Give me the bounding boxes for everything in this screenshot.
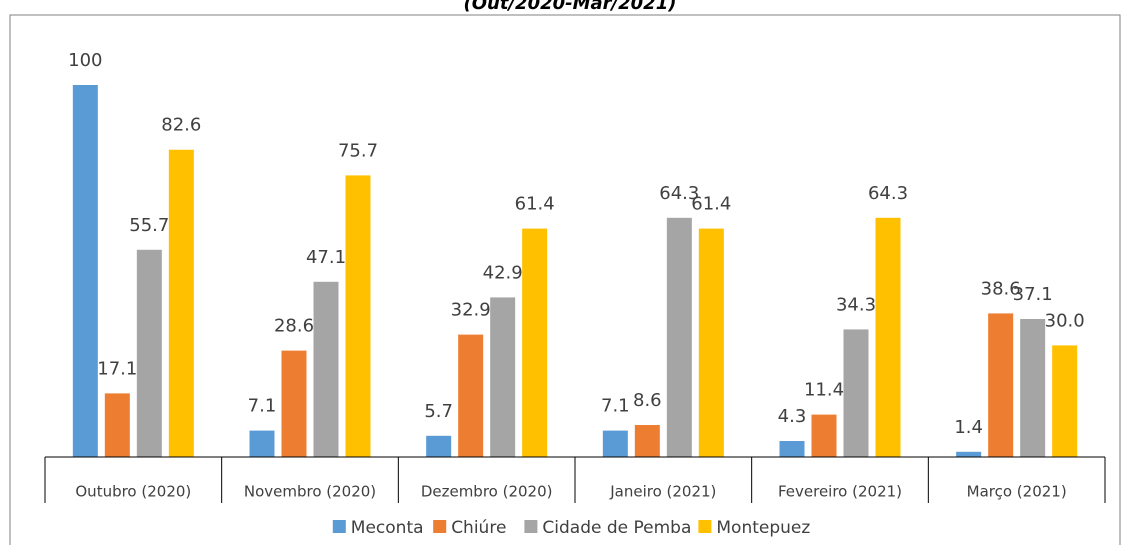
bar bbox=[956, 451, 982, 457]
data-label: 37.1 bbox=[1013, 284, 1053, 305]
data-label: 47.1 bbox=[306, 247, 346, 268]
bar bbox=[490, 297, 516, 457]
legend-label: Chiúre bbox=[451, 518, 506, 538]
data-label: 7.1 bbox=[248, 396, 277, 417]
bar bbox=[168, 149, 194, 457]
bar bbox=[104, 393, 130, 457]
legend-label: Montepuez bbox=[716, 518, 810, 538]
data-label: 4.3 bbox=[778, 406, 807, 427]
x-tick-label: Novembro (2020) bbox=[244, 483, 376, 501]
bar bbox=[843, 329, 869, 457]
x-tick-label: Outubro (2020) bbox=[75, 483, 191, 501]
data-label: 75.7 bbox=[338, 140, 378, 161]
data-label: 61.4 bbox=[515, 194, 555, 215]
bar bbox=[72, 85, 98, 457]
x-tick-label: Fevereiro (2021) bbox=[778, 483, 902, 501]
bar bbox=[811, 414, 837, 457]
data-label: 55.7 bbox=[129, 215, 169, 236]
data-label: 32.9 bbox=[451, 300, 491, 321]
x-tick-label: Dezembro (2020) bbox=[421, 483, 553, 501]
bar bbox=[875, 217, 901, 457]
bar bbox=[136, 249, 162, 457]
data-label: 5.7 bbox=[424, 401, 453, 422]
bar bbox=[522, 228, 548, 457]
data-label: 8.6 bbox=[633, 390, 662, 411]
x-tick-label: Janeiro (2021) bbox=[609, 483, 716, 501]
bar bbox=[1020, 318, 1046, 457]
data-label: 30.0 bbox=[1045, 310, 1085, 331]
data-label: 28.6 bbox=[274, 316, 314, 337]
data-label: 34.3 bbox=[836, 294, 876, 315]
data-label: 82.6 bbox=[161, 115, 201, 136]
bar bbox=[345, 175, 371, 457]
data-label: 7.1 bbox=[601, 396, 630, 417]
bar bbox=[426, 435, 452, 457]
legend-swatch bbox=[433, 520, 447, 533]
legend-label: Cidade de Pemba bbox=[542, 518, 691, 538]
bar bbox=[313, 281, 339, 457]
bar bbox=[988, 313, 1014, 457]
data-label: 42.9 bbox=[483, 262, 523, 283]
bar bbox=[634, 425, 660, 457]
bar bbox=[666, 217, 692, 457]
bar bbox=[779, 441, 805, 457]
data-label: 1.4 bbox=[954, 417, 983, 438]
legend-swatch bbox=[524, 520, 538, 533]
data-label: 11.4 bbox=[804, 380, 844, 401]
chart-title: (Out/2020-Mar/2021) bbox=[464, 0, 677, 14]
bar bbox=[281, 350, 307, 457]
legend-swatch bbox=[332, 520, 346, 533]
data-label: 100 bbox=[68, 50, 102, 71]
legend-swatch bbox=[698, 520, 712, 533]
legend-label: Meconta bbox=[351, 518, 424, 538]
data-label: 38.6 bbox=[981, 278, 1021, 299]
bar bbox=[249, 430, 275, 457]
x-tick-label: Março (2021) bbox=[967, 483, 1067, 501]
bar bbox=[698, 228, 724, 457]
data-label: 64.3 bbox=[868, 183, 908, 204]
data-label: 61.4 bbox=[691, 194, 731, 215]
bar bbox=[602, 430, 628, 457]
bar bbox=[1052, 345, 1078, 457]
bar bbox=[458, 334, 484, 457]
data-label: 17.1 bbox=[97, 358, 137, 379]
data-label: 64.3 bbox=[659, 183, 699, 204]
